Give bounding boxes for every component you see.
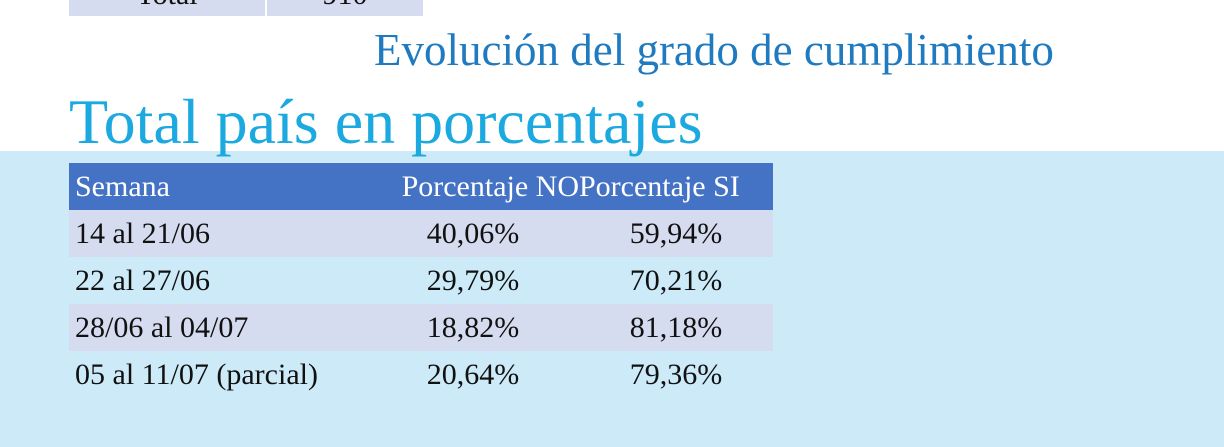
cell-porcentaje-no: 40,06% <box>367 210 579 257</box>
top-total-label: Total <box>69 0 267 16</box>
top-summary-table: Total 910 <box>69 0 423 16</box>
cell-semana: 14 al 21/06 <box>69 210 367 257</box>
top-total-value: 910 <box>266 0 423 16</box>
cell-porcentaje-no: 29,79% <box>426 263 520 297</box>
page-title: Total país en porcentajes <box>69 86 703 157</box>
cell-porcentaje-si: 79,36% <box>629 357 723 391</box>
header-semana: Semana <box>69 163 367 210</box>
table-row: 14 al 21/06 40,06% 59,94% <box>69 210 773 257</box>
cell-semana: 22 al 27/06 <box>75 263 210 297</box>
table-header-row: Semana Porcentaje NO Porcentaje SI <box>69 163 773 210</box>
table-row: 22 al 27/06 29,79% 70,21% <box>69 257 773 304</box>
cell-porcentaje-si: 70,21% <box>629 263 723 297</box>
cell-porcentaje-no: 18,82% <box>367 304 579 351</box>
cell-porcentaje-no: 20,64% <box>426 357 520 391</box>
cell-semana: 05 al 11/07 (parcial) <box>75 357 318 391</box>
page-subtitle: Evolución del grado de cumplimiento <box>374 25 1054 75</box>
table-row: 05 al 11/07 (parcial) 20,64% 79,36% <box>69 351 773 398</box>
cell-porcentaje-si: 81,18% <box>579 304 773 351</box>
percentages-table: Semana Porcentaje NO Porcentaje SI 14 al… <box>69 163 773 398</box>
table-row: Total 910 <box>69 0 423 16</box>
table-row: 28/06 al 04/07 18,82% 81,18% <box>69 304 773 351</box>
header-porcentaje-no: Porcentaje NO <box>367 163 579 210</box>
cell-porcentaje-si: 59,94% <box>579 210 773 257</box>
cell-semana: 28/06 al 04/07 <box>69 304 367 351</box>
header-porcentaje-si: Porcentaje SI <box>579 163 773 210</box>
